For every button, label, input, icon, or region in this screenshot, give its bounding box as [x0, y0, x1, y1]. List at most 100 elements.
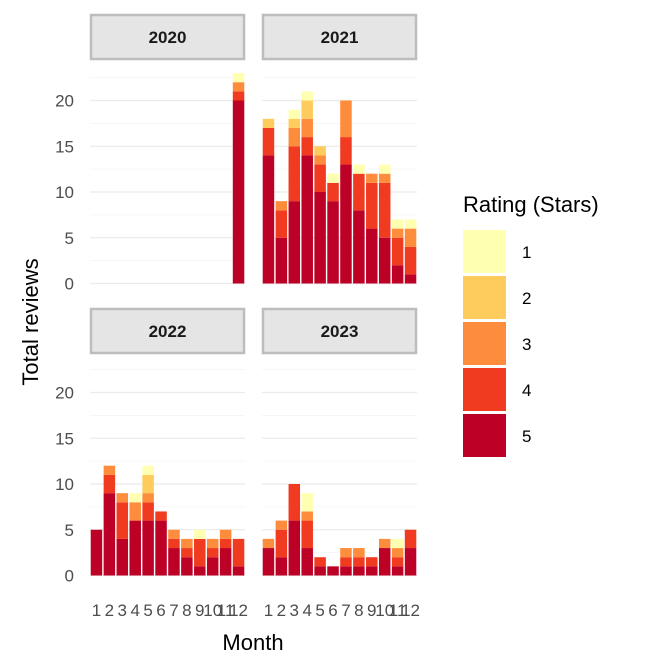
legend-key-4 [463, 368, 506, 411]
bar-segment-2021-m9-r5 [366, 228, 378, 284]
bar-segment-2023-m8-r5 [353, 566, 365, 576]
bar-segment-2021-m11-r3 [391, 228, 404, 238]
bar-segment-2022-m9-r1 [194, 529, 206, 539]
bar-segment-2021-m12-r3 [404, 228, 417, 247]
bar-segment-2022-m3-r5 [116, 538, 129, 576]
bar-segment-2020-m12-r1 [232, 73, 245, 83]
bar-segment-2021-m3-r3 [288, 127, 301, 147]
bar-segment-2021-m12-r5 [404, 274, 417, 284]
facet-strip-label-2020: 2020 [149, 28, 187, 47]
facet-strip-2022 [89, 307, 246, 355]
bar-segment-2022-m7-r4 [168, 538, 180, 549]
bar-segment-2022-m8-r5 [181, 557, 193, 576]
bar-segment-2021-m3-r5 [288, 201, 301, 284]
bar-segment-2022-m11-r4 [219, 538, 232, 549]
x-tick-label: 12 [401, 601, 420, 620]
bar-segment-2021-m8-r1 [353, 164, 365, 174]
bar-segment-2021-m5-r5 [314, 192, 326, 284]
x-tick-label: 3 [118, 601, 127, 620]
y-axis-top-row: 0 5 10 15 20 [55, 92, 74, 294]
bar-segment-2021-m2-r4 [275, 210, 288, 238]
bar-segment-2023-m10-r3 [378, 538, 391, 549]
bar-segment-2022-m10-r3 [206, 538, 219, 549]
x-tick-label: 4 [130, 601, 139, 620]
x-tick-label: 6 [156, 601, 165, 620]
x-tick-label: 9 [367, 601, 376, 620]
bar-segment-2020-m12-r4 [232, 91, 245, 101]
bar-segment-2022-m2-r5 [103, 493, 116, 576]
bar-segment-2021-m6-r5 [327, 201, 339, 284]
x-tick-label: 10 [375, 601, 394, 620]
bar-segment-2022-m4-r3 [129, 502, 141, 521]
bar-segment-2021-m11-r1 [391, 219, 404, 229]
bar-segment-2022-m11-r5 [219, 548, 232, 576]
bar-segment-2023-m8-r3 [353, 548, 365, 558]
bar-segment-2021-m9-r3 [366, 173, 378, 183]
bar-segment-2023-m9-r5 [366, 566, 378, 576]
bar-segment-2021-m10-r5 [378, 237, 391, 284]
bar-segment-2023-m1-r5 [262, 548, 275, 576]
bar-segment-2023-m6-r5 [327, 566, 339, 576]
bar-segment-2023-m5-r4 [314, 557, 326, 567]
bar-segment-2022-m8-r3 [181, 538, 193, 549]
x-tick-label: 7 [169, 601, 178, 620]
bar-segment-2021-m7-r4 [340, 137, 352, 165]
bar-segment-2021-m8-r4 [353, 173, 365, 211]
x-tick-label: 1 [92, 601, 101, 620]
bar-segment-2022-m3-r3 [116, 493, 129, 503]
bar-segment-2023-m7-r4 [340, 557, 352, 567]
legend-label-2: 2 [522, 289, 531, 308]
legend-label-5: 5 [522, 427, 531, 446]
bar-segment-2023-m4-r5 [301, 548, 313, 576]
legend-title: Rating (Stars) [463, 192, 599, 217]
bar-segment-2021-m3-r1 [288, 109, 301, 119]
bar-segment-2023-m7-r3 [340, 548, 352, 558]
bar-segment-2023-m10-r5 [378, 548, 391, 576]
bar-segment-2022-m10-r5 [206, 557, 219, 576]
bar-segment-2021-m4-r3 [301, 118, 313, 138]
bar-segment-2021-m2-r5 [275, 237, 288, 284]
bar-segment-2023-m5-r5 [314, 566, 326, 576]
bar-segment-2021-m4-r4 [301, 137, 313, 156]
legend-label-4: 4 [522, 381, 531, 400]
y-tick-label: 0 [65, 275, 74, 294]
x-tick-label: 5 [143, 601, 152, 620]
bar-segment-2021-m11-r5 [391, 265, 404, 284]
bar-segment-2021-m1-r5 [262, 155, 275, 284]
bar-segment-2020-m12-r5 [232, 100, 245, 284]
bar-segment-2023-m8-r4 [353, 557, 365, 567]
bar-segment-2022-m9-r5 [194, 566, 206, 576]
bar-segment-2023-m11-r5 [391, 566, 404, 576]
y-tick-label: 5 [65, 229, 74, 248]
x-tick-label: 3 [290, 601, 299, 620]
legend-key-5 [463, 414, 506, 457]
bar-segment-2023-m2-r5 [275, 557, 288, 576]
bar-segment-2021-m1-r4 [262, 127, 275, 156]
panels-layer: 2020 2021 2022 2023 [89, 13, 418, 577]
legend-key-3 [463, 322, 506, 365]
bar-segment-2021-m4-r1 [301, 91, 313, 101]
bar-segment-2022-m5-r4 [142, 502, 154, 521]
bar-segment-2022-m12-r4 [232, 538, 245, 567]
y-tick-label: 15 [55, 137, 74, 156]
bar-segment-2022-m5-r3 [142, 493, 154, 503]
y-tick-label: 15 [55, 429, 74, 448]
bar-segment-2021-m10-r1 [378, 164, 391, 174]
x-tick-label: 9 [195, 601, 204, 620]
legend: Rating (Stars) 1 2 3 4 5 [463, 192, 599, 457]
facet-strip-label-2021: 2021 [321, 28, 359, 47]
bar-segment-2022-m6-r5 [155, 520, 167, 576]
bar-segment-2022-m10-r4 [206, 548, 219, 558]
legend-key-2 [463, 276, 506, 319]
bar-segment-2023-m11-r4 [391, 557, 404, 567]
bar-segment-2021-m2-r3 [275, 201, 288, 211]
facet-panel-2022: 2022 [89, 307, 246, 577]
bar-segment-2022-m11-r3 [219, 529, 232, 539]
bar-segment-2022-m8-r4 [181, 548, 193, 558]
y-tick-label: 20 [55, 92, 74, 111]
bar-segment-2023-m12-r4 [404, 529, 417, 549]
bar-segment-2021-m9-r4 [366, 182, 378, 229]
bar-segment-2023-m4-r4 [301, 520, 313, 549]
